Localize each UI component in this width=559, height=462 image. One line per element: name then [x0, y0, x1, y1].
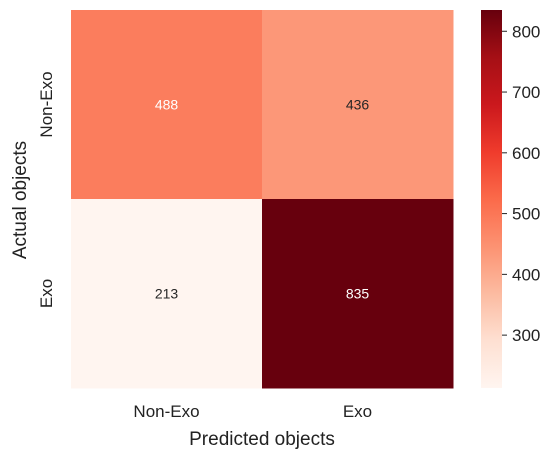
colorbar-tick-label: 400 — [512, 265, 540, 284]
y-axis-label: Actual objects — [10, 141, 31, 259]
x-tick-label: Non-Exo — [133, 402, 199, 421]
y-tick-label: Non-Exo — [37, 71, 56, 137]
colorbar-tick-label: 600 — [512, 144, 540, 163]
heatmap-cell — [71, 10, 263, 200]
y-tick-label: Exo — [37, 279, 56, 308]
x-axis-label: Predicted objects — [189, 429, 335, 450]
heatmap-cell — [262, 199, 454, 389]
colorbar-tick-label: 300 — [512, 326, 540, 345]
colorbar-tick-label: 800 — [512, 22, 540, 41]
heatmap-cells — [71, 10, 454, 389]
heatmap-cell — [262, 10, 454, 200]
colorbar-ticks: 300 400 500 600 700 800 — [502, 22, 540, 345]
colorbar-tick-label: 500 — [512, 205, 540, 224]
heatmap-cell — [71, 199, 263, 389]
y-axis-ticks: Non-Exo Exo — [37, 71, 56, 308]
heatmap-cell-value: 436 — [346, 97, 370, 113]
heatmap-cell-value: 213 — [155, 286, 179, 302]
heatmap-cell-value: 488 — [155, 97, 179, 113]
x-tick-label: Exo — [343, 402, 372, 421]
x-axis-ticks: Non-Exo Exo — [133, 402, 372, 421]
colorbar — [481, 10, 502, 388]
colorbar-tick-label: 700 — [512, 83, 540, 102]
heatmap-cell-labels: 488 436 213 835 — [155, 97, 370, 302]
heatmap-cell-value: 835 — [346, 286, 370, 302]
